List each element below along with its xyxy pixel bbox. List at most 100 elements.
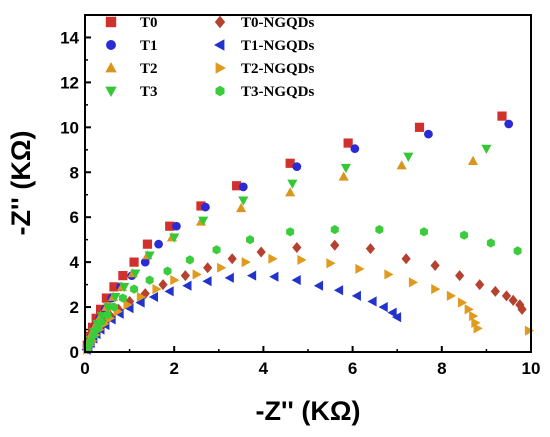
data-point <box>217 262 227 273</box>
x-tick-label-5: 10 <box>522 359 541 378</box>
data-point <box>297 254 307 265</box>
data-point <box>145 275 154 285</box>
axes: 0 2 4 6 8 10 0 2 4 6 8 10 12 14 <box>60 14 541 378</box>
data-point <box>326 258 336 269</box>
data-point <box>330 224 339 235</box>
legend-marker <box>105 86 117 97</box>
data-point <box>203 262 213 274</box>
data-point <box>172 221 181 231</box>
data-point <box>350 144 360 154</box>
data-point <box>109 282 119 292</box>
legend-marker <box>214 15 226 29</box>
data-point <box>185 255 194 265</box>
data-point <box>227 253 237 265</box>
data-point <box>333 285 344 296</box>
data-point <box>135 297 145 308</box>
data-point <box>246 235 255 245</box>
data-point <box>118 293 127 303</box>
data-point <box>313 280 324 291</box>
series-t2 <box>82 155 479 351</box>
data-point <box>238 196 249 206</box>
data-point <box>180 270 190 282</box>
data-point <box>165 221 175 231</box>
data-point <box>97 317 106 327</box>
y-tick-label-6: 12 <box>60 73 79 92</box>
data-point <box>130 269 141 279</box>
data-point <box>431 284 441 295</box>
legend-marker <box>215 62 226 74</box>
data-point <box>119 282 130 293</box>
legend-label: T3-NGQDs <box>241 84 315 100</box>
data-point <box>96 304 106 314</box>
data-point <box>384 269 394 280</box>
legend-label: T0-NGQDs <box>241 15 315 31</box>
legend-marker <box>105 62 117 73</box>
data-point <box>501 290 512 302</box>
x-tick-label-2: 4 <box>259 359 269 378</box>
data-point <box>343 138 353 148</box>
data-point <box>424 129 433 139</box>
data-point <box>367 296 377 307</box>
series-t2-ngqds <box>83 253 535 355</box>
data-point <box>285 158 295 168</box>
data-point <box>140 257 150 267</box>
legend-marker <box>214 39 225 51</box>
data-point <box>292 242 302 254</box>
data-point <box>391 312 402 323</box>
data-point <box>129 257 139 267</box>
data-point <box>236 202 247 213</box>
data-point <box>378 302 388 313</box>
data-point <box>286 227 295 237</box>
data-point <box>285 187 296 197</box>
data-point <box>269 271 279 282</box>
data-point <box>123 299 133 310</box>
data-point <box>355 263 365 274</box>
data-point <box>403 152 414 162</box>
y-tick-label-5: 10 <box>60 118 79 137</box>
data-point <box>396 160 407 170</box>
x-tick-label-4: 8 <box>437 359 446 378</box>
data-point <box>464 304 474 315</box>
data-point <box>182 280 192 291</box>
data-point <box>224 272 234 283</box>
data-point <box>110 302 118 312</box>
data-point <box>86 337 95 347</box>
data-point <box>375 224 384 235</box>
data-point <box>430 259 440 272</box>
data-point <box>158 279 168 291</box>
data-marks <box>81 111 535 355</box>
data-point <box>419 227 428 237</box>
data-point <box>330 239 340 251</box>
data-point <box>497 111 507 121</box>
data-point <box>292 162 302 172</box>
data-point <box>163 266 172 276</box>
data-point <box>256 246 266 258</box>
data-point <box>508 294 518 306</box>
x-tick-label-0: 0 <box>80 359 89 378</box>
data-point <box>268 253 278 264</box>
data-point <box>486 238 495 248</box>
y-axis-title: -Z'' (KΩ) <box>6 131 36 236</box>
data-point <box>170 275 180 286</box>
data-point <box>467 155 479 165</box>
data-point <box>515 299 525 311</box>
series-t1 <box>84 119 514 350</box>
data-point <box>457 297 468 308</box>
data-point <box>202 276 212 287</box>
data-point <box>124 303 134 314</box>
data-point <box>351 290 361 301</box>
y-tick-label-1: 2 <box>70 298 79 317</box>
data-point <box>238 182 248 192</box>
data-point <box>446 290 457 301</box>
series-t3-ngqds <box>83 224 522 353</box>
data-point <box>89 330 98 340</box>
data-point <box>517 303 527 315</box>
data-point <box>291 275 301 286</box>
data-point <box>118 271 128 281</box>
series-t0 <box>82 111 507 350</box>
data-point <box>136 291 147 303</box>
data-point <box>340 163 351 174</box>
data-point <box>142 239 153 249</box>
data-point <box>164 286 174 297</box>
data-point <box>504 119 514 129</box>
